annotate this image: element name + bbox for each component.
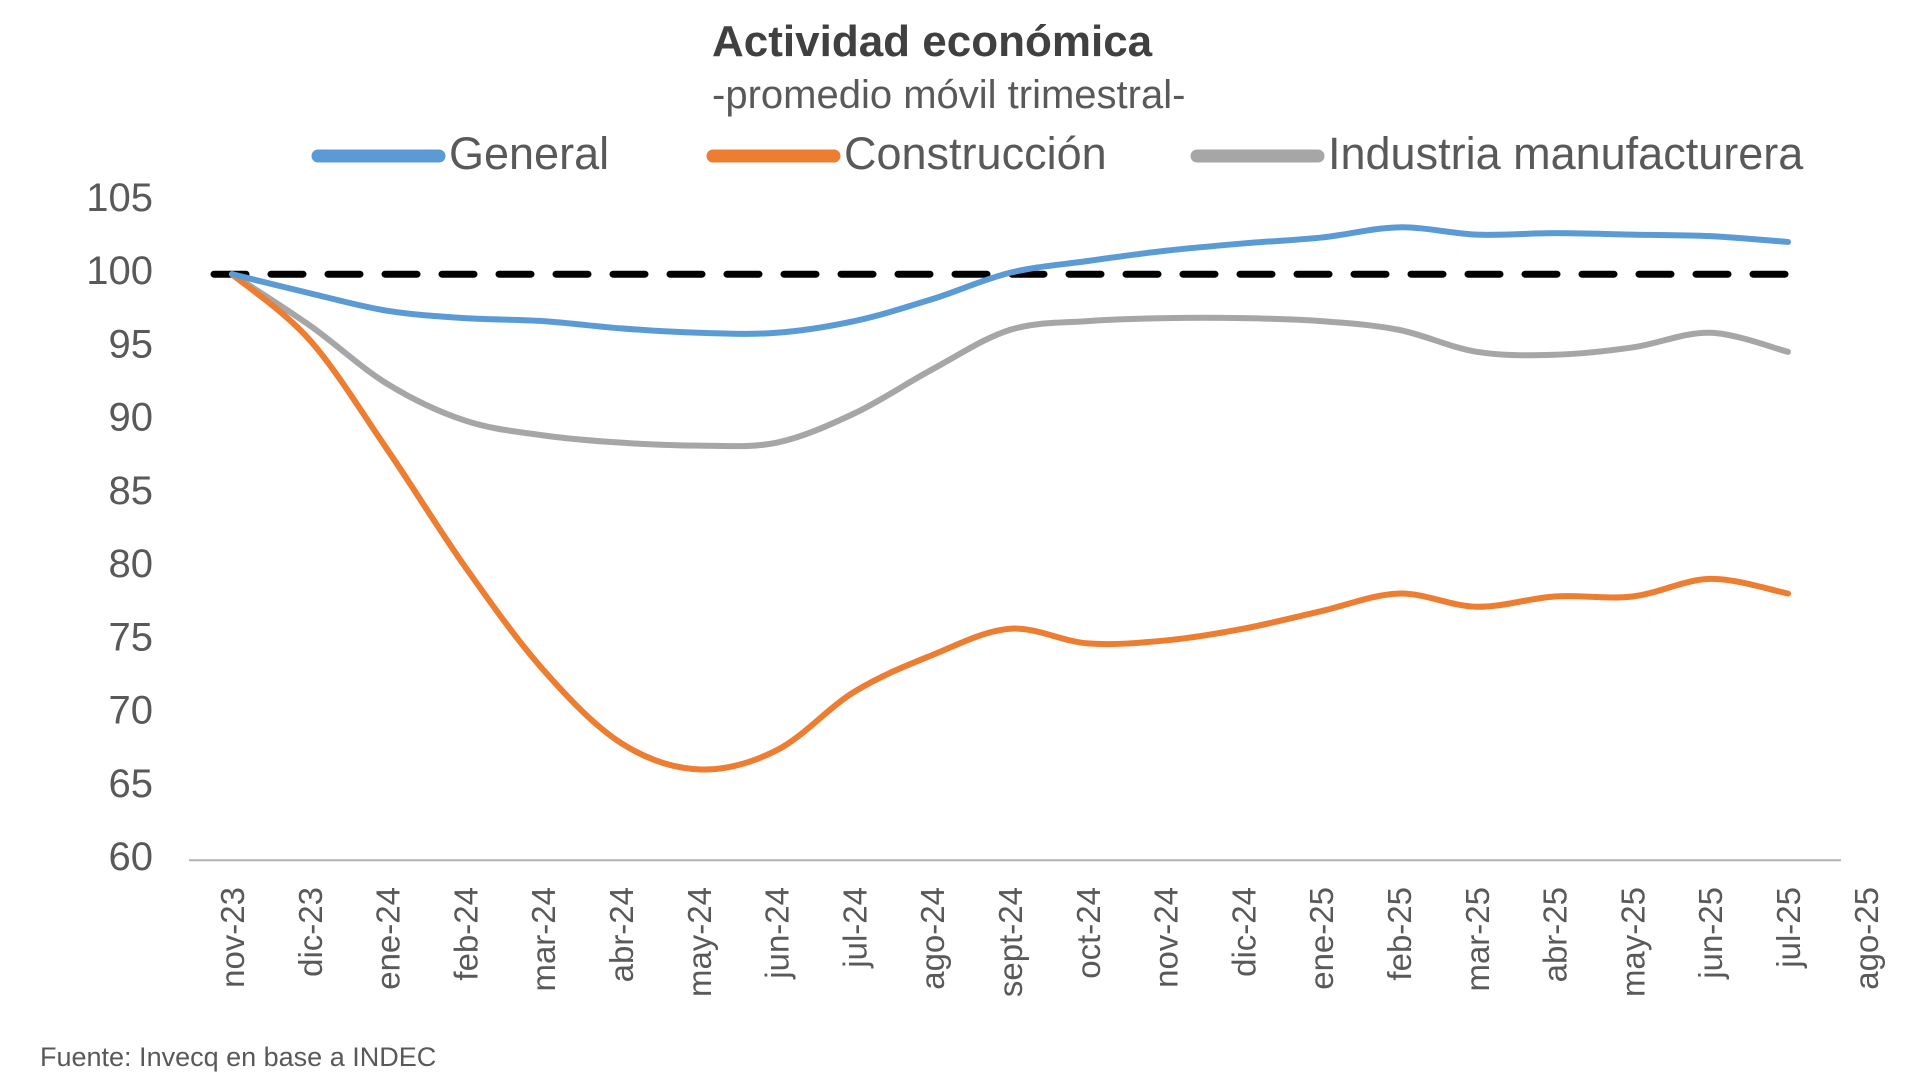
svg-text:85: 85 <box>109 469 154 513</box>
svg-text:ago-25: ago-25 <box>1848 887 1885 990</box>
svg-text:may-24: may-24 <box>681 887 718 997</box>
svg-text:65: 65 <box>109 762 154 806</box>
svg-text:mar-25: mar-25 <box>1459 887 1496 992</box>
svg-text:ene-24: ene-24 <box>370 887 407 990</box>
svg-text:jul-24: jul-24 <box>836 887 873 969</box>
svg-text:105: 105 <box>86 176 153 220</box>
svg-text:abr-24: abr-24 <box>603 887 640 982</box>
svg-text:nov-24: nov-24 <box>1148 887 1185 988</box>
svg-text:100: 100 <box>86 249 153 293</box>
svg-text:dic-24: dic-24 <box>1225 887 1262 977</box>
svg-text:feb-25: feb-25 <box>1381 887 1418 981</box>
svg-text:70: 70 <box>109 689 154 733</box>
svg-text:jul-25: jul-25 <box>1770 887 1807 969</box>
svg-text:90: 90 <box>109 396 154 440</box>
svg-text:may-25: may-25 <box>1614 887 1651 997</box>
svg-text:80: 80 <box>109 542 154 586</box>
svg-text:dic-23: dic-23 <box>292 887 329 977</box>
svg-text:feb-24: feb-24 <box>447 887 484 981</box>
svg-text:ene-25: ene-25 <box>1303 887 1340 990</box>
svg-text:General: General <box>449 128 609 179</box>
svg-text:60: 60 <box>109 835 154 879</box>
svg-text:sept-24: sept-24 <box>992 887 1029 997</box>
svg-text:75: 75 <box>109 615 154 659</box>
svg-text:nov-23: nov-23 <box>214 887 251 988</box>
svg-text:abr-25: abr-25 <box>1537 887 1574 982</box>
svg-text:oct-24: oct-24 <box>1070 887 1107 979</box>
svg-text:Construcción: Construcción <box>844 128 1107 179</box>
svg-text:Industria manufacturera: Industria manufacturera <box>1328 128 1804 179</box>
svg-text:ago-24: ago-24 <box>914 887 951 990</box>
svg-text:mar-24: mar-24 <box>525 887 562 992</box>
svg-text:jun-25: jun-25 <box>1692 887 1729 980</box>
svg-text:jun-24: jun-24 <box>759 887 796 980</box>
svg-text:95: 95 <box>109 322 154 366</box>
